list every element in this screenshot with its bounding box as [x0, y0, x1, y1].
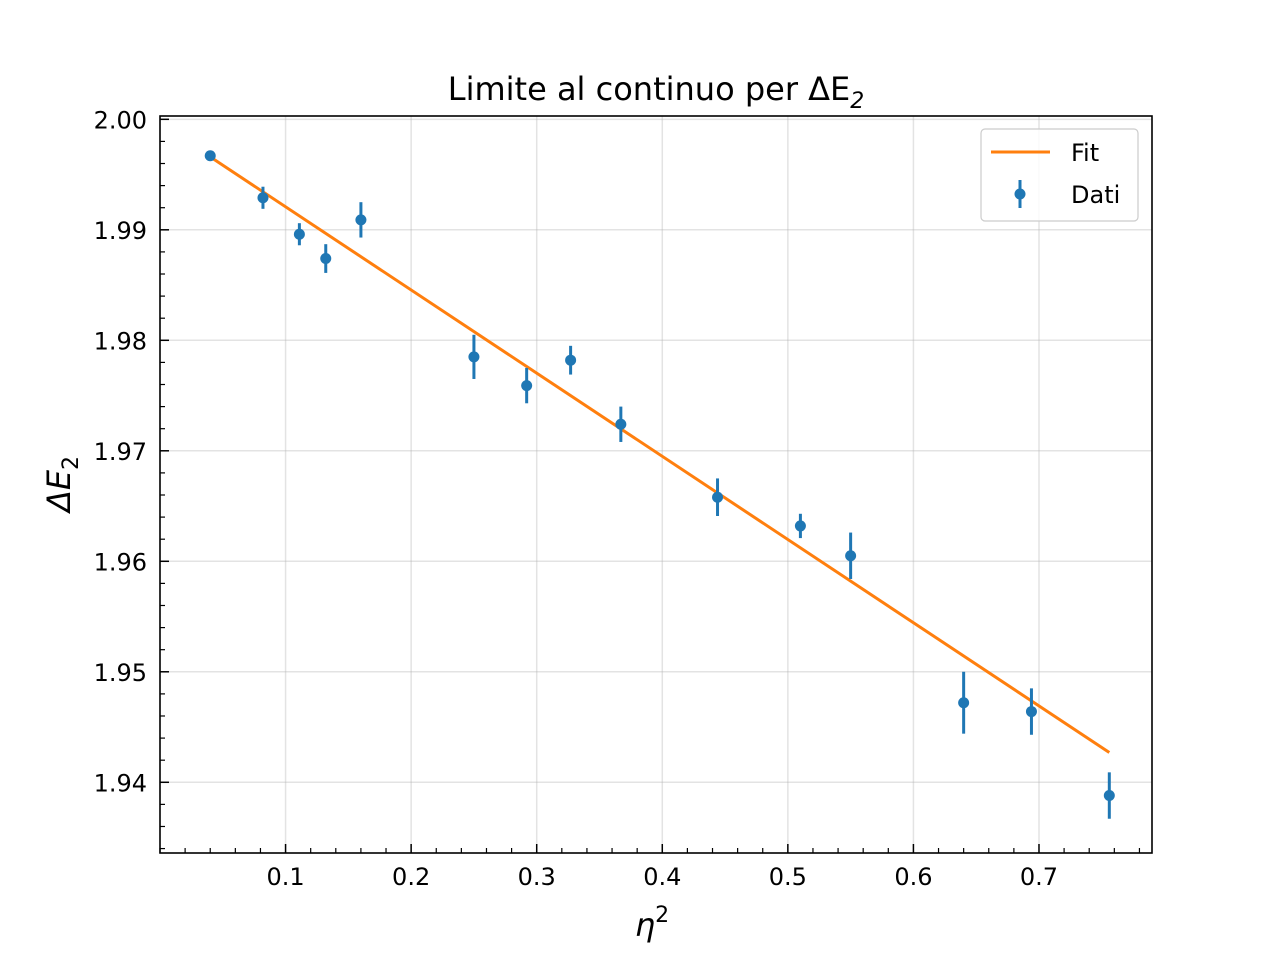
data-point — [565, 354, 577, 366]
data-point — [794, 520, 806, 532]
x-tick-label: 0.2 — [392, 863, 430, 891]
x-tick-label: 0.7 — [1020, 863, 1058, 891]
data-point — [320, 253, 332, 265]
data-point — [615, 418, 627, 430]
x-tick-label: 0.6 — [894, 863, 932, 891]
legend-data-marker — [1014, 188, 1026, 200]
y-tick-label: 2.00 — [94, 106, 147, 134]
axis-ticks: 0.1 0.2 0.3 0.4 0.5 0.6 0.7 1.94 1.95 1.96 1.97 1.9… — [94, 106, 1141, 891]
data-point — [958, 697, 970, 709]
legend-fit-label: Fit — [1071, 139, 1099, 167]
data-point — [355, 214, 367, 226]
data-point — [1025, 706, 1037, 718]
x-tick-label: 0.4 — [643, 863, 681, 891]
data-point — [1103, 790, 1115, 802]
data-point — [204, 150, 216, 162]
y-tick-label: 1.98 — [94, 327, 147, 355]
fit-line — [209, 155, 1111, 754]
x-tick-label: 0.3 — [518, 863, 556, 891]
y-axis-label: ΔE2 — [40, 456, 84, 515]
y-tick-label: 1.99 — [94, 217, 147, 245]
legend-data-label: Dati — [1071, 181, 1120, 209]
legend: Fit Dati — [980, 128, 1139, 222]
data-point — [712, 491, 724, 503]
data-points-layer — [204, 150, 1115, 819]
x-axis-label: η2 — [635, 903, 669, 944]
data-point — [293, 228, 305, 240]
y-tick-label: 1.95 — [94, 659, 147, 687]
y-tick-label: 1.94 — [94, 769, 147, 797]
chart-title: Limite al continuo per ΔE2 — [448, 70, 865, 114]
fit-line-layer — [209, 155, 1111, 754]
y-tick-label: 1.96 — [94, 548, 147, 576]
data-point — [845, 550, 857, 562]
data-point — [468, 351, 480, 363]
plot-frame — [159, 115, 1153, 854]
data-point — [257, 192, 269, 204]
x-tick-label: 0.1 — [266, 863, 304, 891]
y-tick-label: 1.97 — [94, 438, 147, 466]
x-tick-label: 0.5 — [769, 863, 807, 891]
data-point — [521, 380, 533, 392]
